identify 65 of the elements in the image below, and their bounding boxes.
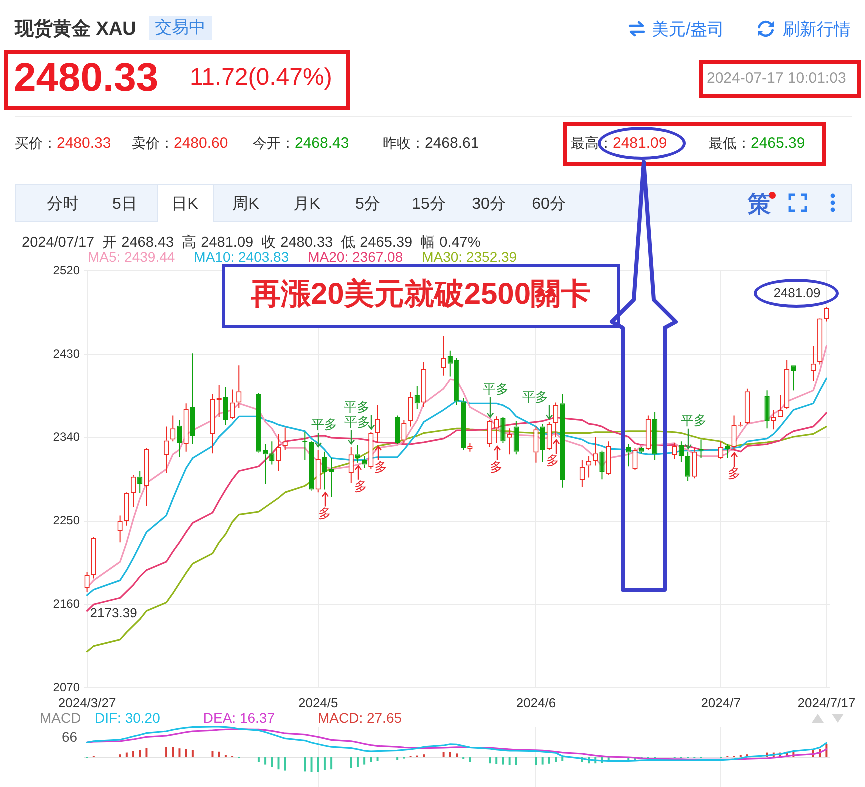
annotation: 平多 <box>522 389 548 404</box>
text: MA30: 2352.39 <box>422 249 518 265</box>
text: 2024-07-17 10:01:03 <box>707 70 846 87</box>
annotation: 平多 <box>483 381 510 396</box>
text: 2480.60 <box>174 135 228 152</box>
annotation: 平多 <box>311 417 338 432</box>
text: 分时 <box>47 194 79 215</box>
text: MA20: 2367.08 <box>308 249 404 265</box>
text: 5分 <box>356 195 380 215</box>
text: 今开： <box>253 135 295 153</box>
annotation: 多 <box>546 453 560 468</box>
text: 2480.33 <box>57 135 112 152</box>
y-tick-label: 2250 <box>53 514 80 528</box>
x-tick-label: 2024/7/17 <box>798 695 856 710</box>
annotation: 多 <box>490 460 504 475</box>
annotation: 2173.39 <box>90 605 138 620</box>
text: 66 <box>62 729 78 745</box>
x-tick-label: 2024/3/27 <box>58 695 116 710</box>
y-tick-label: 2430 <box>53 346 80 361</box>
text: 美元/盎司 <box>652 19 725 41</box>
text: 卖价： <box>132 135 174 153</box>
x-tick-label: 2024/5 <box>298 695 338 710</box>
text: 2465.39 <box>751 135 806 152</box>
text: MA10: 2403.83 <box>194 249 290 265</box>
text: 2468.61 <box>425 135 480 152</box>
text: 昨收： <box>383 135 425 153</box>
text: 60分 <box>532 195 566 215</box>
x-tick-label: 2024/7 <box>701 695 741 710</box>
text: 2468.43 <box>295 135 350 152</box>
y-tick-label: 2160 <box>53 596 80 611</box>
text: 最低： <box>709 135 751 153</box>
chart-title: MACD <box>40 710 82 726</box>
text: 周K <box>232 195 260 215</box>
text: 买价： <box>15 135 57 153</box>
x-tick-label: 2024/6 <box>516 695 556 710</box>
y-tick-label: 2520 <box>53 264 80 278</box>
text: 11.72(0.47%) <box>190 64 332 92</box>
y-tick-label: 2340 <box>53 430 80 444</box>
annotation: 2481.09 <box>774 285 821 300</box>
text: 日K <box>172 195 198 215</box>
text: 刷新行情 <box>783 19 851 41</box>
text: 2024/07/17 开 2468.43 高 2481.09 收 2480.33 低 2465.39 幅 0.47% <box>22 234 481 252</box>
text: 30分 <box>472 195 506 215</box>
text: 2480.33 <box>14 55 159 101</box>
text: 5日 <box>112 195 138 215</box>
annotation: 多 <box>374 460 388 475</box>
y-tick-label: 2070 <box>53 680 80 694</box>
annotation: 平多 <box>344 414 370 430</box>
series-label: DIF: 30.20 <box>95 710 160 726</box>
text: MA5: 2439.44 <box>88 249 176 265</box>
text: 15分 <box>412 195 446 215</box>
annotation: 平多 <box>344 399 370 414</box>
series-label: DEA: 16.37 <box>203 710 275 726</box>
annotation: 再漲20美元就破2500關卡 <box>250 277 592 313</box>
annotation: 多 <box>728 466 741 482</box>
annotation: 多 <box>318 506 332 521</box>
text: 最高： <box>571 135 613 153</box>
text: 交易中 <box>149 16 212 40</box>
text: 月K <box>294 195 320 215</box>
text: MACD: 27.65 <box>318 710 402 726</box>
annotation: 平多 <box>681 412 708 428</box>
annotation: 多 <box>354 479 368 494</box>
text: 2481.09 <box>613 135 668 152</box>
text: 策 <box>748 190 771 219</box>
chart-title: 现货黄金 XAU <box>15 18 136 42</box>
